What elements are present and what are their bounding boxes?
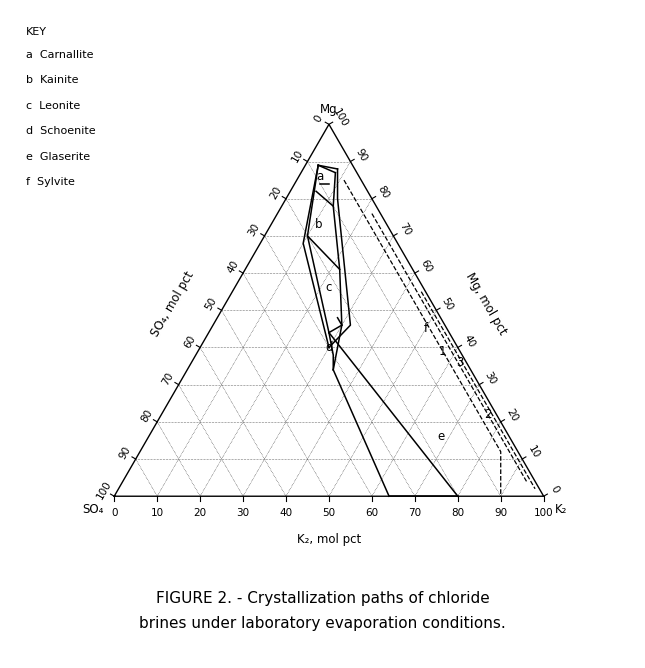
- Text: d  Schoenite: d Schoenite: [26, 126, 95, 136]
- Text: 2: 2: [484, 408, 491, 421]
- Text: 50: 50: [204, 296, 219, 313]
- Text: 80: 80: [451, 508, 464, 518]
- Text: b  Kainite: b Kainite: [26, 75, 78, 86]
- Text: c: c: [326, 281, 332, 295]
- Text: 90: 90: [354, 147, 369, 163]
- Text: KEY: KEY: [26, 27, 47, 37]
- Text: 90: 90: [117, 445, 133, 461]
- Text: 10: 10: [151, 508, 164, 518]
- Text: f  Sylvite: f Sylvite: [26, 177, 75, 187]
- Text: 30: 30: [483, 370, 498, 386]
- Text: K₂, mol pct: K₂, mol pct: [297, 533, 361, 546]
- Text: 20: 20: [504, 407, 519, 424]
- Text: b: b: [315, 218, 322, 231]
- Text: 80: 80: [375, 184, 391, 200]
- Text: K₂: K₂: [555, 502, 567, 516]
- Text: 70: 70: [161, 371, 176, 387]
- Text: 100: 100: [534, 508, 553, 518]
- Text: f: f: [424, 323, 428, 335]
- Text: 70: 70: [408, 508, 421, 518]
- Text: 20: 20: [194, 508, 206, 518]
- Text: d: d: [325, 341, 333, 354]
- Text: a: a: [317, 170, 324, 183]
- Text: 70: 70: [397, 221, 412, 238]
- Text: 40: 40: [461, 333, 477, 349]
- Text: 0: 0: [549, 484, 561, 495]
- Text: 100: 100: [95, 479, 113, 501]
- Text: 90: 90: [494, 508, 507, 518]
- Text: 3: 3: [456, 356, 464, 369]
- Text: Mg, mol pct: Mg, mol pct: [462, 271, 509, 337]
- Text: e: e: [437, 430, 444, 444]
- Text: 30: 30: [237, 508, 250, 518]
- Text: 60: 60: [182, 333, 197, 349]
- Text: Mg: Mg: [320, 103, 338, 116]
- Text: 50: 50: [440, 296, 455, 312]
- Text: 40: 40: [225, 259, 241, 275]
- Text: 20: 20: [268, 184, 283, 201]
- Text: SO₄: SO₄: [82, 502, 103, 516]
- Text: 60: 60: [365, 508, 379, 518]
- Text: 0: 0: [111, 508, 117, 518]
- Text: brines under laboratory evaporation conditions.: brines under laboratory evaporation cond…: [139, 616, 506, 631]
- Text: 100: 100: [331, 107, 350, 129]
- Text: 80: 80: [139, 407, 154, 424]
- Text: 10: 10: [526, 444, 541, 461]
- Text: 60: 60: [419, 259, 433, 275]
- Text: 0: 0: [313, 113, 324, 124]
- Text: 50: 50: [322, 508, 335, 518]
- Text: FIGURE 2. - Crystallization paths of chloride: FIGURE 2. - Crystallization paths of chl…: [155, 591, 490, 606]
- Text: 30: 30: [246, 222, 262, 238]
- Text: a  Carnallite: a Carnallite: [26, 50, 94, 60]
- Text: e  Glaserite: e Glaserite: [26, 152, 90, 162]
- Text: SO₄, mol pct: SO₄, mol pct: [148, 269, 196, 339]
- Text: 40: 40: [279, 508, 293, 518]
- Text: 1: 1: [439, 345, 446, 357]
- Text: 10: 10: [290, 148, 304, 164]
- Text: c  Leonite: c Leonite: [26, 101, 80, 111]
